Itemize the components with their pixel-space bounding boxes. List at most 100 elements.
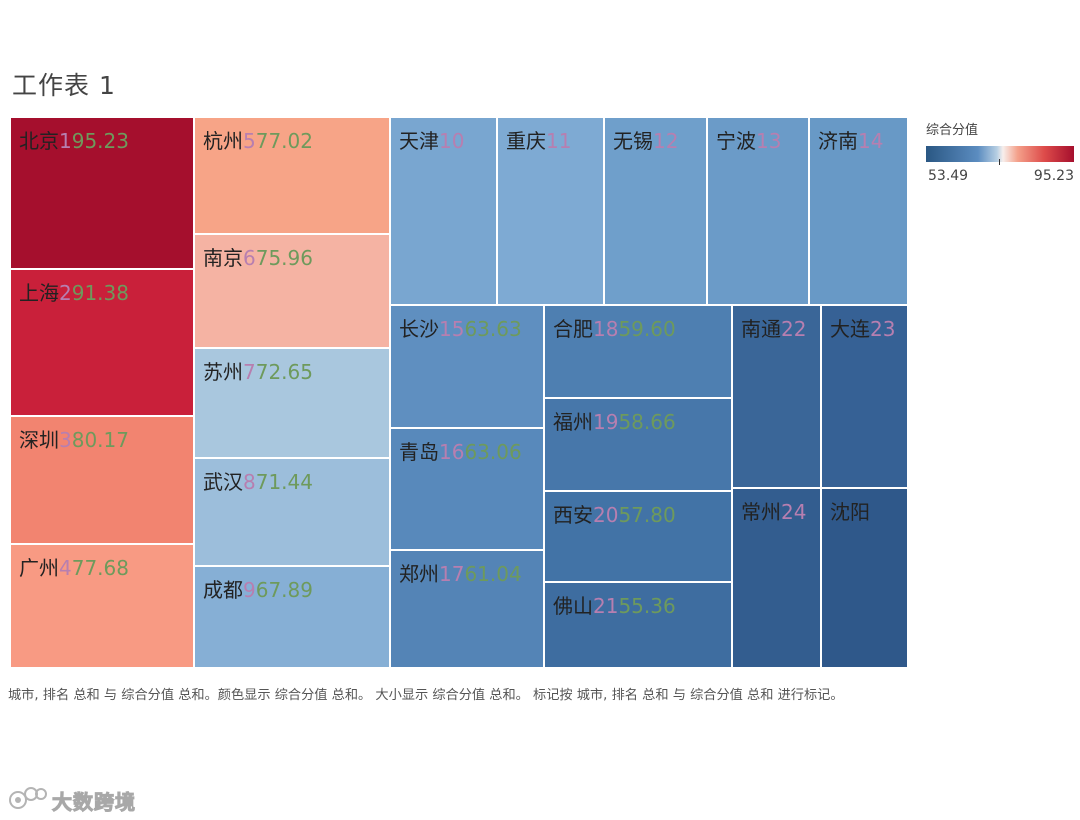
treemap-tile[interactable]: 郑州1761.04 bbox=[390, 550, 544, 668]
treemap-tile[interactable]: 成都967.89 bbox=[194, 566, 390, 668]
tile-city-name: 西安 bbox=[553, 503, 593, 527]
tile-label: 上海291.38 bbox=[19, 280, 129, 306]
tile-city-name: 重庆 bbox=[506, 129, 546, 153]
tile-label: 大连23 bbox=[830, 316, 895, 342]
tile-city-name: 宁波 bbox=[716, 129, 756, 153]
tile-label: 西安2057.80 bbox=[553, 502, 676, 528]
color-legend: 综合分值 53.49 95.23 bbox=[926, 119, 1076, 186]
treemap-tile[interactable]: 深圳380.17 bbox=[10, 416, 194, 544]
tile-label: 青岛1663.06 bbox=[399, 439, 522, 465]
tile-rank-value: 3 bbox=[59, 428, 72, 452]
chart-caption: 城市, 排名 总和 与 综合分值 总和。颜色显示 综合分值 总和。 大小显示 综… bbox=[8, 688, 844, 703]
tile-rank-value: 4 bbox=[59, 556, 72, 580]
tile-rank-value: 11 bbox=[546, 129, 572, 153]
tile-label: 杭州577.02 bbox=[203, 128, 313, 154]
tile-rank-value: 7 bbox=[243, 360, 256, 384]
treemap-tile[interactable]: 西安2057.80 bbox=[544, 491, 732, 582]
tile-city-name: 长沙 bbox=[399, 317, 439, 341]
tile-rank-value: 24 bbox=[781, 500, 807, 524]
tile-label: 长沙1563.63 bbox=[399, 316, 522, 342]
tile-rank-value: 9 bbox=[243, 578, 256, 602]
tile-city-name: 福州 bbox=[553, 410, 593, 434]
tile-rank-value: 22 bbox=[781, 317, 807, 341]
tile-score-value: 77.68 bbox=[71, 556, 129, 580]
treemap-tile[interactable]: 天津10 bbox=[390, 117, 497, 305]
tile-city-name: 郑州 bbox=[399, 562, 439, 586]
tile-city-name: 无锡 bbox=[613, 129, 653, 153]
tile-city-name: 杭州 bbox=[203, 129, 243, 153]
treemap-tile[interactable]: 佛山2155.36 bbox=[544, 582, 732, 668]
treemap-tile[interactable]: 苏州772.65 bbox=[194, 348, 390, 458]
treemap-tile[interactable]: 沈阳 bbox=[821, 488, 908, 668]
treemap-tile[interactable]: 济南14 bbox=[809, 117, 908, 305]
tile-score-value: 77.02 bbox=[255, 129, 313, 153]
tile-city-name: 广州 bbox=[19, 556, 59, 580]
tile-label: 无锡12 bbox=[613, 128, 678, 154]
tile-city-name: 南京 bbox=[203, 246, 243, 270]
watermark-text: 大数跨境 bbox=[52, 789, 136, 814]
tile-city-name: 合肥 bbox=[553, 317, 593, 341]
treemap-tile[interactable]: 武汉871.44 bbox=[194, 458, 390, 566]
tile-rank-value: 5 bbox=[243, 129, 256, 153]
tile-label: 宁波13 bbox=[716, 128, 781, 154]
tile-city-name: 济南 bbox=[818, 129, 858, 153]
tile-score-value: 75.96 bbox=[255, 246, 313, 270]
tile-label: 福州1958.66 bbox=[553, 409, 676, 435]
tile-rank-value: 13 bbox=[756, 129, 782, 153]
tile-score-value: 91.38 bbox=[71, 281, 129, 305]
tile-score-value: 55.36 bbox=[618, 594, 676, 618]
tile-city-name: 常州 bbox=[741, 500, 781, 524]
tile-label: 北京195.23 bbox=[19, 128, 129, 154]
treemap-tile[interactable]: 常州24 bbox=[732, 488, 821, 668]
tile-label: 常州24 bbox=[741, 499, 806, 525]
legend-ticks: 53.49 95.23 bbox=[926, 168, 1076, 186]
tile-city-name: 成都 bbox=[203, 578, 243, 602]
legend-min-label: 53.49 bbox=[928, 168, 969, 184]
treemap-tile[interactable]: 无锡12 bbox=[604, 117, 707, 305]
treemap-tile[interactable]: 上海291.38 bbox=[10, 269, 194, 416]
tile-city-name: 深圳 bbox=[19, 428, 59, 452]
treemap-tile[interactable]: 南京675.96 bbox=[194, 234, 390, 348]
tile-city-name: 天津 bbox=[399, 129, 439, 153]
tile-city-name: 上海 bbox=[19, 281, 59, 305]
tile-score-value: 63.63 bbox=[464, 317, 522, 341]
treemap-tile[interactable]: 广州477.68 bbox=[10, 544, 194, 668]
treemap-tile[interactable]: 宁波13 bbox=[707, 117, 809, 305]
tile-city-name: 南通 bbox=[741, 317, 781, 341]
tile-rank-value: 8 bbox=[243, 470, 256, 494]
tile-label: 广州477.68 bbox=[19, 555, 129, 581]
treemap-tile[interactable]: 重庆11 bbox=[497, 117, 604, 305]
tile-score-value: 95.23 bbox=[71, 129, 129, 153]
treemap-tile[interactable]: 大连23 bbox=[821, 305, 908, 488]
treemap-tile[interactable]: 青岛1663.06 bbox=[390, 428, 544, 550]
treemap-tile[interactable]: 南通22 bbox=[732, 305, 821, 488]
tile-label: 重庆11 bbox=[506, 128, 571, 154]
tile-label: 南通22 bbox=[741, 316, 806, 342]
tile-score-value: 72.65 bbox=[255, 360, 313, 384]
tile-label: 佛山2155.36 bbox=[553, 593, 676, 619]
treemap-tile[interactable]: 长沙1563.63 bbox=[390, 305, 544, 428]
tile-label: 深圳380.17 bbox=[19, 427, 129, 453]
treemap-tile[interactable]: 福州1958.66 bbox=[544, 398, 732, 491]
tile-rank-value: 21 bbox=[593, 594, 619, 618]
tile-rank-value: 1 bbox=[59, 129, 72, 153]
tile-label: 天津10 bbox=[399, 128, 464, 154]
tile-city-name: 苏州 bbox=[203, 360, 243, 384]
treemap-tile[interactable]: 合肥1859.60 bbox=[544, 305, 732, 398]
tile-score-value: 58.66 bbox=[618, 410, 676, 434]
treemap-tile[interactable]: 北京195.23 bbox=[10, 117, 194, 269]
tile-label: 成都967.89 bbox=[203, 577, 313, 603]
tile-score-value: 80.17 bbox=[71, 428, 129, 452]
chat-bubbles-icon bbox=[8, 785, 48, 815]
legend-title: 综合分值 bbox=[926, 123, 979, 138]
watermark: 大数跨境 bbox=[8, 786, 136, 814]
tile-rank-value: 15 bbox=[439, 317, 465, 341]
treemap-tile[interactable]: 杭州577.02 bbox=[194, 117, 390, 234]
legend-color-ramp bbox=[926, 146, 1074, 162]
tile-label: 合肥1859.60 bbox=[553, 316, 676, 342]
tile-score-value: 63.06 bbox=[464, 440, 522, 464]
sheet-title: 工作表 1 bbox=[12, 71, 116, 100]
tile-rank-value: 20 bbox=[593, 503, 619, 527]
tile-city-name: 沈阳 bbox=[830, 500, 870, 524]
tile-label: 武汉871.44 bbox=[203, 469, 313, 495]
